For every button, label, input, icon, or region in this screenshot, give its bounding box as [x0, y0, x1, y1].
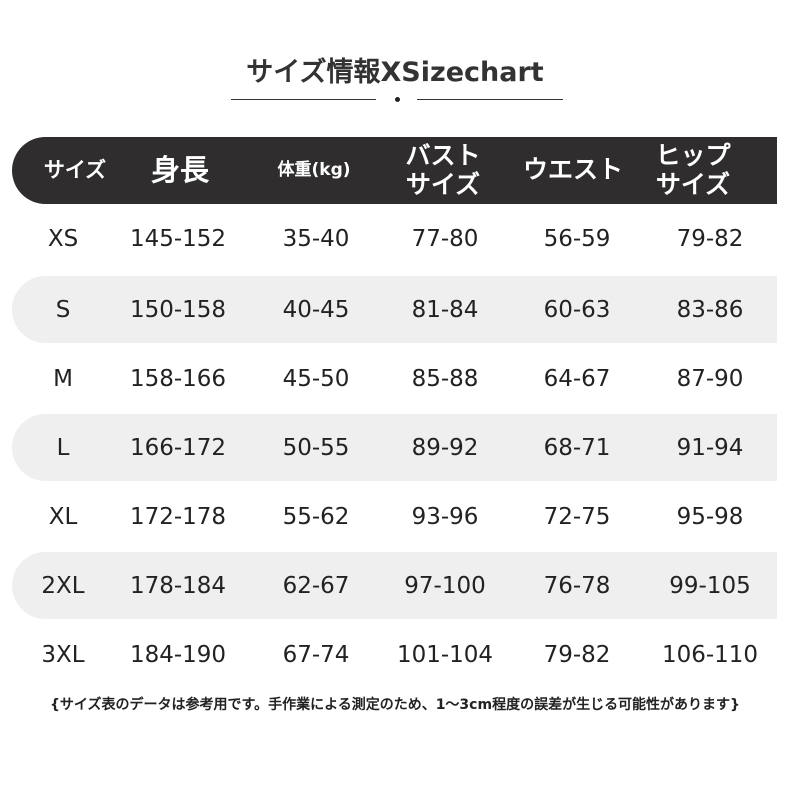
cell-hip: 99-105: [669, 572, 751, 599]
cell-hip: 83-86: [676, 296, 744, 323]
cell-size: M: [53, 365, 73, 392]
cell-height: 166-172: [129, 434, 227, 461]
cell-height: 150-158: [129, 296, 227, 323]
table-header: サイズ 身長 体重(kg) バスト サイズ ウエスト ヒップ サイズ: [12, 137, 777, 204]
cell-size: XS: [47, 225, 79, 252]
cell-weight: 67-74: [282, 641, 350, 668]
cell-height: 184-190: [129, 641, 227, 668]
table-row: 2XL 178-184 62-67 97-100 76-78 99-105: [12, 552, 777, 619]
cell-height: 178-184: [129, 572, 227, 599]
table-row: S 150-158 40-45 81-84 60-63 83-86: [12, 276, 777, 343]
cell-size: 2XL: [41, 572, 85, 599]
cell-hip: 91-94: [676, 434, 744, 461]
header-hip: ヒップ サイズ: [655, 140, 731, 199]
title-divider-dot: [395, 97, 400, 102]
disclaimer-note: {サイズ表のデータは参考用です。手作業による測定のため、1～3cm程度の誤差が生…: [49, 697, 741, 713]
title-divider-right: [417, 99, 563, 100]
cell-bust: 97-100: [404, 572, 486, 599]
cell-weight: 62-67: [282, 572, 350, 599]
header-waist: ウエスト: [522, 155, 624, 185]
table-row: 3XL 184-190 67-74 101-104 79-82 106-110: [12, 621, 777, 688]
cell-bust: 77-80: [411, 225, 479, 252]
cell-bust: 89-92: [411, 434, 479, 461]
table-row: L 166-172 50-55 89-92 68-71 91-94: [12, 414, 777, 481]
cell-waist: 76-78: [543, 572, 611, 599]
header-bust: バスト サイズ: [405, 140, 481, 199]
cell-size: XL: [48, 503, 78, 530]
cell-waist: 64-67: [543, 365, 611, 392]
header-size: サイズ: [43, 158, 107, 183]
cell-size: L: [56, 434, 70, 461]
cell-hip: 79-82: [676, 225, 744, 252]
cell-waist: 60-63: [543, 296, 611, 323]
cell-hip: 106-110: [661, 641, 759, 668]
cell-hip: 95-98: [676, 503, 744, 530]
table-row: M 158-166 45-50 85-88 64-67 87-90: [12, 345, 777, 412]
cell-weight: 45-50: [282, 365, 350, 392]
cell-waist: 56-59: [543, 225, 611, 252]
cell-size: 3XL: [41, 641, 85, 668]
header-height: 身長: [150, 152, 210, 187]
cell-weight: 55-62: [282, 503, 350, 530]
cell-bust: 81-84: [411, 296, 479, 323]
cell-height: 145-152: [129, 225, 227, 252]
header-weight: 体重(kg): [277, 159, 351, 180]
cell-waist: 68-71: [543, 434, 611, 461]
cell-weight: 35-40: [282, 225, 350, 252]
cell-size: S: [55, 296, 71, 323]
cell-weight: 40-45: [282, 296, 350, 323]
cell-weight: 50-55: [282, 434, 350, 461]
cell-bust: 85-88: [411, 365, 479, 392]
title-divider-left: [231, 99, 376, 100]
cell-hip: 87-90: [676, 365, 744, 392]
cell-bust: 93-96: [411, 503, 479, 530]
table-row: XS 145-152 35-40 77-80 56-59 79-82: [12, 205, 777, 272]
table-row: XL 172-178 55-62 93-96 72-75 95-98: [12, 483, 777, 550]
cell-bust: 101-104: [396, 641, 494, 668]
cell-waist: 72-75: [543, 503, 611, 530]
page-title: サイズ情報XSizechart: [246, 57, 544, 88]
cell-waist: 79-82: [543, 641, 611, 668]
cell-height: 158-166: [129, 365, 227, 392]
cell-height: 172-178: [129, 503, 227, 530]
